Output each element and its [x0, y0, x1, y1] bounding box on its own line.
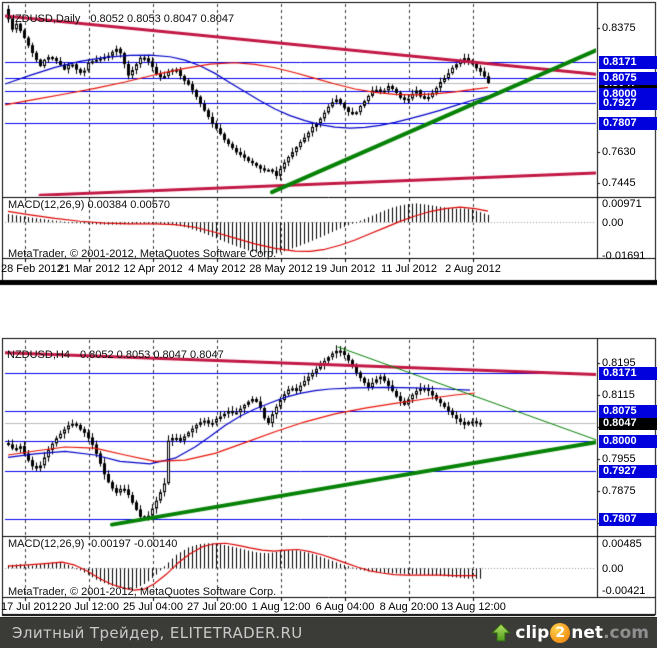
logo-two-badge: 2: [550, 623, 571, 643]
logo-com-text: .com: [603, 623, 649, 643]
footer-bar: Элитный Трейдер, ELITETRADER.RU clip 2 n…: [0, 617, 657, 648]
logo-clip-text: clip: [515, 623, 550, 643]
clip2net-logo: clip 2 net .com: [491, 623, 649, 643]
footer-site-label: Элитный Трейдер, ELITETRADER.RU: [12, 624, 303, 642]
clip2net-arrow-icon: [491, 623, 512, 642]
logo-net-text: net: [571, 623, 604, 643]
